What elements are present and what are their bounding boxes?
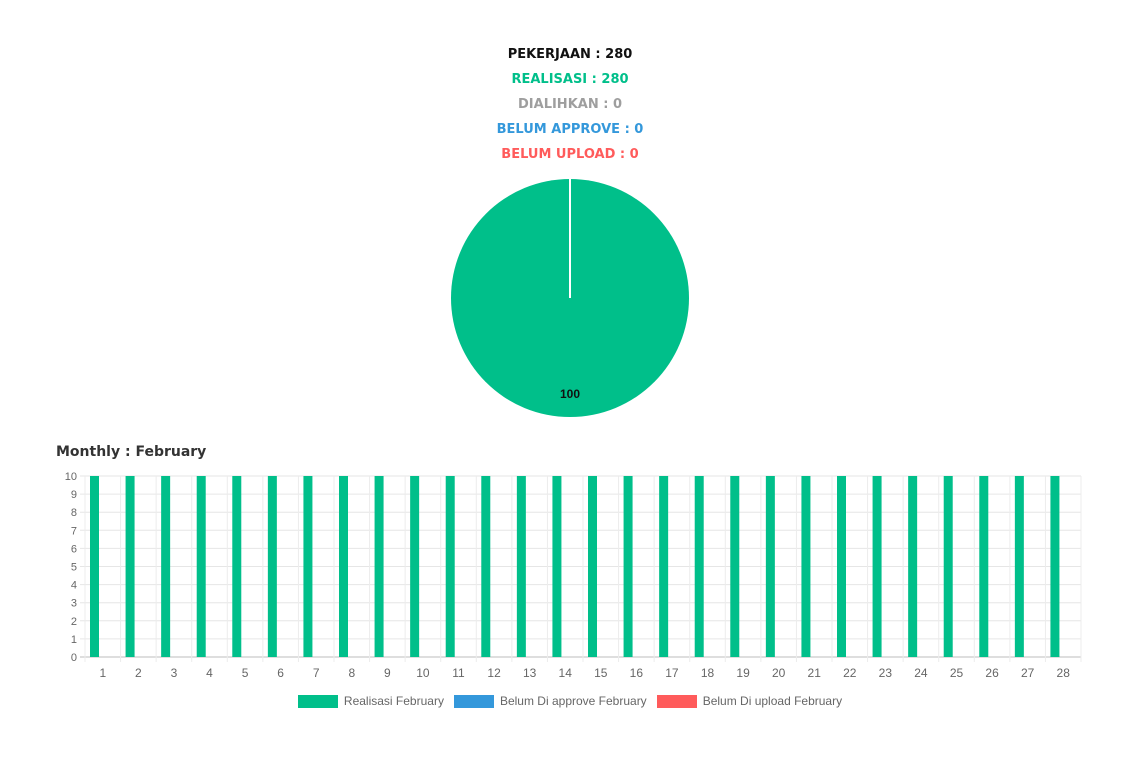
bar-0-11 — [445, 476, 455, 657]
x-tick-label: 1 — [99, 666, 106, 680]
realisasi-total: REALISASI : 280 — [511, 72, 629, 87]
legend-label: Realisasi February — [343, 694, 444, 708]
bar-0-5 — [232, 476, 242, 657]
chart-legend: Realisasi February Belum Di approve Febru… — [0, 694, 1140, 708]
legend-label: Belum Di upload February — [702, 694, 843, 708]
x-tick-label: 22 — [843, 666, 857, 680]
bar-0-14 — [552, 476, 562, 657]
bar-0-17 — [659, 476, 669, 657]
x-tick-label: 4 — [206, 666, 213, 680]
bar-0-2 — [125, 476, 135, 657]
y-tick-label: 9 — [71, 489, 77, 501]
y-tick-label: 10 — [65, 471, 77, 483]
x-tick-label: 20 — [772, 666, 786, 680]
x-tick-label: 26 — [985, 666, 999, 680]
belum-upload-total: BELUM UPLOAD : 0 — [501, 147, 639, 162]
bar-0-19 — [730, 476, 740, 657]
belum-approve-total: BELUM APPROVE : 0 — [496, 122, 644, 137]
x-tick-label: 19 — [736, 666, 750, 680]
x-tick-label: 8 — [348, 666, 355, 680]
y-tick-label: 7 — [71, 525, 77, 537]
x-tick-label: 5 — [242, 666, 249, 680]
bar-0-23 — [872, 476, 882, 657]
bar-0-20 — [765, 476, 775, 657]
x-tick-label: 13 — [523, 666, 537, 680]
summary-panel: PEKERJAAN : 280 REALISASI : 280 DIALIHKA… — [0, 42, 1140, 167]
bar-0-8 — [339, 476, 348, 657]
bar-0-3 — [161, 476, 171, 657]
x-tick-label: 6 — [277, 666, 284, 680]
y-tick-label: 8 — [71, 507, 77, 519]
bar-0-22 — [837, 476, 846, 657]
y-tick-label: 1 — [71, 634, 77, 646]
legend-item-2[interactable]: Belum Di upload February — [656, 694, 843, 708]
bar-0-25 — [943, 476, 953, 657]
bar-0-21 — [801, 476, 811, 657]
x-tick-label: 9 — [384, 666, 391, 680]
legend-item-1[interactable]: Belum Di approve February — [453, 694, 647, 708]
legend-label: Belum Di approve February — [499, 694, 647, 708]
x-tick-label: 3 — [171, 666, 178, 680]
bar-0-24 — [908, 476, 918, 657]
x-tick-label: 28 — [1057, 666, 1071, 680]
x-tick-label: 25 — [950, 666, 964, 680]
pie-chart: 100 — [451, 179, 689, 417]
y-tick-label: 2 — [71, 616, 77, 628]
bar-0-28 — [1050, 476, 1060, 657]
x-tick-label: 24 — [914, 666, 928, 680]
bar-0-18 — [694, 476, 704, 657]
pekerjaan-total: PEKERJAAN : 280 — [507, 47, 633, 62]
dialihkan-total: DIALIHKAN : 0 — [518, 97, 622, 112]
bar-0-15 — [588, 476, 597, 657]
bar-0-13 — [516, 476, 526, 657]
x-tick-label: 21 — [808, 666, 822, 680]
x-tick-label: 16 — [630, 666, 644, 680]
x-tick-label: 14 — [559, 666, 573, 680]
y-tick-label: 3 — [71, 598, 77, 610]
x-tick-label: 10 — [416, 666, 430, 680]
x-tick-label: 23 — [879, 666, 893, 680]
bar-0-9 — [374, 476, 384, 657]
bar-0-10 — [410, 476, 420, 657]
y-tick-label: 0 — [71, 652, 77, 664]
y-tick-label: 5 — [71, 562, 77, 574]
bar-0-26 — [979, 476, 989, 657]
x-tick-label: 27 — [1021, 666, 1035, 680]
x-tick-label: 15 — [594, 666, 608, 680]
legend-swatch — [656, 694, 697, 708]
x-tick-label: 7 — [313, 666, 320, 680]
x-tick-label: 17 — [665, 666, 679, 680]
x-tick-label: 2 — [135, 666, 142, 680]
y-tick-label: 4 — [71, 580, 77, 592]
bar-0-1 — [90, 476, 99, 657]
pie-data-label: 100 — [560, 387, 580, 401]
bar-0-12 — [481, 476, 491, 657]
x-tick-label: 11 — [452, 666, 465, 680]
bar-0-6 — [267, 476, 277, 657]
y-tick-label: 6 — [71, 543, 77, 555]
legend-item-0[interactable]: Realisasi February — [297, 694, 444, 708]
monthly-title: Monthly : February — [56, 444, 207, 460]
bar-0-4 — [196, 476, 206, 657]
bar-0-16 — [623, 476, 633, 657]
legend-swatch — [453, 694, 494, 708]
x-tick-label: 18 — [701, 666, 715, 680]
legend-swatch — [297, 694, 338, 708]
x-tick-label: 12 — [487, 666, 501, 680]
bar-0-7 — [303, 476, 313, 657]
bar-0-27 — [1014, 476, 1024, 657]
